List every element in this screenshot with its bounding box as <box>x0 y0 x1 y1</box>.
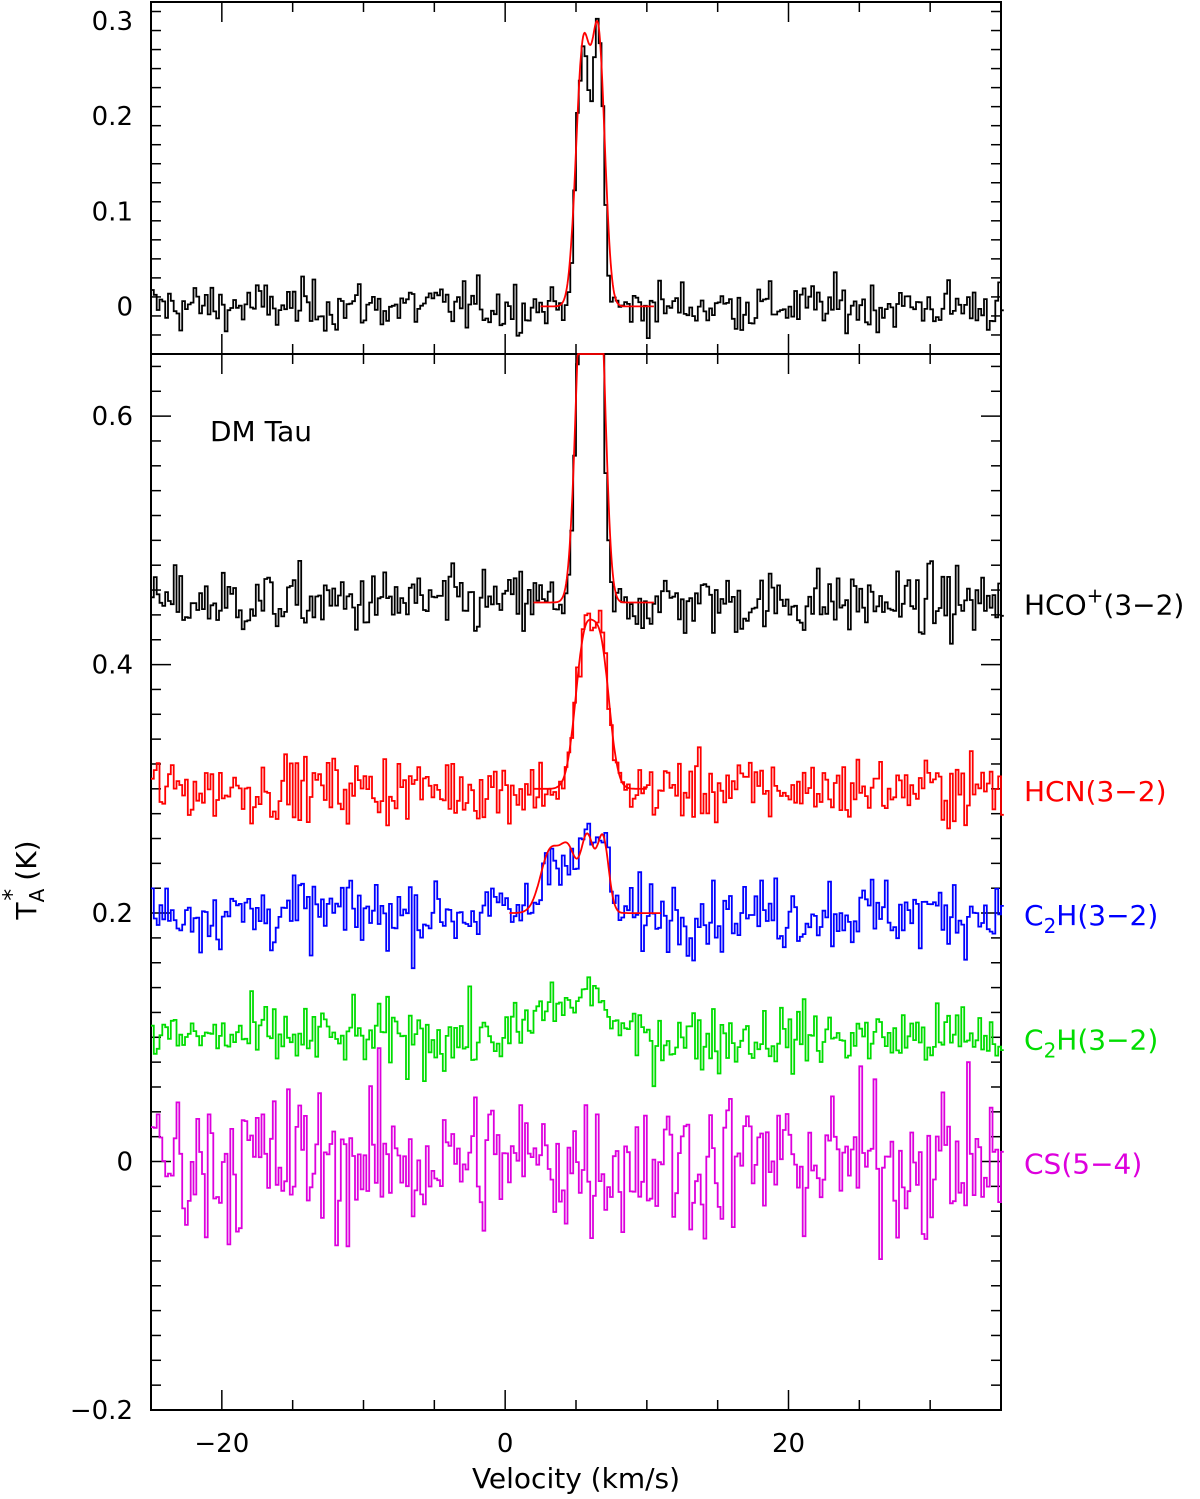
x-tick-label: 20 <box>772 1429 805 1459</box>
y-tick-label: 0 <box>116 1148 133 1178</box>
top-fit-curve <box>540 20 654 308</box>
c2h-green-label: C2H(3−2) <box>1024 1023 1158 1062</box>
spectrum-traces <box>151 17 1004 1260</box>
axis-ticks <box>150 2 1002 1411</box>
hcn-label: HCN(3−2) <box>1024 775 1167 808</box>
top-spectrum-trace <box>151 17 1004 339</box>
y-tick-label: −0.2 <box>70 1396 133 1426</box>
hco-plus-fit-curve <box>533 353 654 604</box>
source-annotation: DM Tau <box>210 415 312 448</box>
x-tick-label: −20 <box>194 1429 249 1459</box>
fit-curves <box>509 20 661 914</box>
c2h-blue-label: C2H(3−2) <box>1024 899 1158 938</box>
y-tick-label: 0.3 <box>92 7 133 37</box>
hcn-trace <box>151 609 1004 830</box>
c2h-blue-fit-curve <box>509 832 661 914</box>
x-axis-title: Velocity (km/s) <box>472 1462 680 1495</box>
y-tick-label: 0.2 <box>92 102 133 132</box>
c2h-blue-trace <box>151 822 1004 970</box>
cs-trace <box>151 1047 1004 1260</box>
y-axis-title: TA*(K) <box>0 840 49 920</box>
cs-label: CS(5−4) <box>1024 1148 1142 1181</box>
x-tick-label: 0 <box>497 1429 514 1459</box>
hco-plus-label: HCO+(3−2) <box>1024 583 1184 621</box>
hco-plus-trace <box>151 353 1004 645</box>
y-tick-label: 0.2 <box>92 899 133 929</box>
y-tick-label: 0.6 <box>92 402 133 432</box>
c2h-green-trace <box>151 976 1004 1088</box>
y-tick-label: 0 <box>116 292 133 322</box>
y-tick-label: 0.1 <box>92 197 133 227</box>
y-tick-label: 0.4 <box>92 651 133 681</box>
axis-tick-labels: −20 0 20 0 0.1 0.2 0.3 −0.2 0 0.2 0.4 0.6 <box>70 7 805 1459</box>
series-labels: HCO+(3−2) HCN(3−2) C2H(3−2) C2H(3−2) CS(5−4) <box>1024 583 1184 1180</box>
svg-text:TA*(K): TA*(K) <box>0 840 49 920</box>
hcn-fit-curve <box>533 618 647 790</box>
